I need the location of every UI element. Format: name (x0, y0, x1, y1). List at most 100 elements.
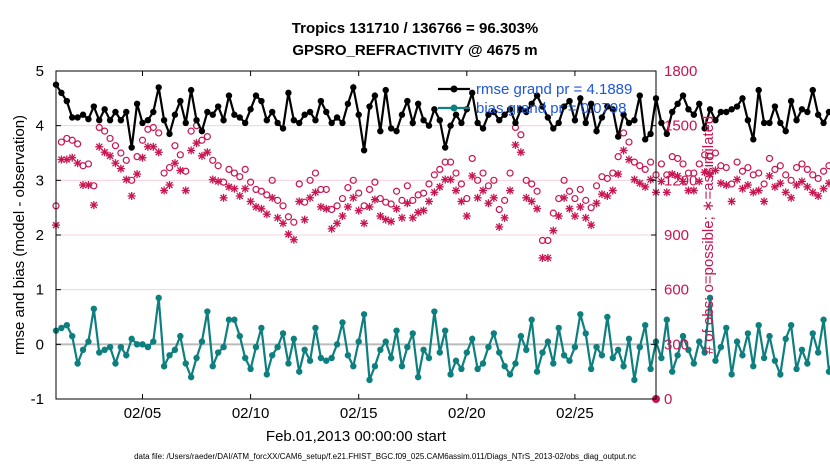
obs-assimilated-point (241, 184, 250, 193)
bias-point (550, 360, 557, 367)
rmse-point (620, 111, 627, 118)
bias-point (101, 346, 108, 353)
obs-assimilated-point (808, 188, 817, 197)
obs-assimilated-point (462, 212, 471, 221)
obs-possible-point (117, 149, 125, 157)
obs-possible-point (679, 160, 687, 168)
obs-possible-point (290, 218, 298, 226)
bias-point (377, 346, 384, 353)
obs-possible-point (338, 194, 347, 203)
obs-assimilated-point (343, 202, 352, 211)
obs-possible-point (230, 169, 238, 177)
axes-ticks: -1 0 1 2 3 4 5 0 300 600 900 1200 1500 1800 02/05 02/10… (31, 63, 698, 422)
obs-possible-point (479, 169, 487, 177)
bias-point (263, 371, 271, 378)
obs-assimilated-point (803, 182, 812, 191)
series-lines (52, 81, 830, 384)
obs-possible-point (544, 236, 552, 245)
obs-possible-point (603, 174, 611, 183)
rmse-point (220, 117, 227, 124)
obs-assimilated-point (527, 197, 536, 206)
rmse-point (760, 119, 768, 127)
bias-point (393, 327, 400, 334)
obs-assimilated-point (657, 177, 666, 186)
rmse-point (409, 119, 416, 127)
bias-point (496, 349, 503, 356)
rmse-point (798, 106, 806, 113)
bias-point (744, 330, 752, 337)
obs-assimilated-point (565, 204, 574, 213)
rmse-point (696, 100, 703, 108)
obs-possible-point (409, 196, 417, 204)
obs-possible-point (706, 153, 714, 161)
rmse-point (701, 125, 708, 132)
bias-point (469, 335, 476, 343)
rmse-point (593, 127, 600, 135)
obs-possible-point (311, 169, 320, 177)
obs-assimilated-point (235, 191, 244, 200)
bias-point (90, 305, 98, 312)
obs-possible-point (371, 178, 379, 186)
obs-assimilated-point (354, 206, 363, 215)
obs-possible-point (387, 200, 395, 208)
bias-point (128, 335, 135, 343)
obs-possible-point (733, 158, 741, 166)
rmse-point (160, 117, 168, 124)
obs-possible-point (522, 176, 530, 184)
rmse-point (133, 100, 141, 108)
rmse-point (550, 125, 557, 132)
bias-point (312, 324, 319, 332)
bias-point (123, 352, 130, 359)
obs-assimilated-point (781, 188, 790, 197)
rmse-point (458, 119, 465, 127)
obs-assimilated-point (452, 186, 460, 195)
obs-possible-point (295, 180, 303, 188)
bias-point (209, 363, 216, 370)
bias-point (674, 352, 681, 359)
obs-assimilated-point (306, 193, 315, 202)
obs-possible-point (625, 138, 633, 146)
rmse-point (447, 122, 454, 129)
obs-possible-point (576, 185, 584, 194)
obs-assimilated-point (641, 182, 650, 191)
rmse-point (474, 119, 481, 127)
obs-possible-point (333, 202, 341, 210)
rmse-point (566, 97, 573, 105)
bias-point (577, 311, 584, 318)
bias-point (452, 357, 460, 364)
obs-possible-point (122, 156, 130, 164)
obs-possible-point (74, 140, 82, 148)
obs-assimilated-point (176, 166, 185, 175)
obs-assimilated-point (365, 202, 374, 211)
y-right-tick-label: 1800 (664, 63, 697, 80)
obs-assimilated-point (706, 170, 715, 179)
obs-assimilated-point (581, 213, 590, 222)
rmse-point (371, 92, 379, 99)
rmse-point (555, 119, 562, 127)
obs-assimilated-point (479, 186, 488, 195)
obs-possible-point (365, 185, 374, 194)
rmse-point (344, 100, 352, 108)
obs-assimilated-point (73, 159, 82, 168)
bias-point (566, 357, 573, 364)
bias-point (755, 322, 762, 329)
bias-point (441, 327, 449, 334)
obs-possible-point (657, 160, 666, 168)
rmse-point (312, 117, 319, 124)
bias-point (782, 335, 789, 343)
bias-point (323, 357, 330, 364)
obs-assimilated-point (181, 186, 190, 195)
obs-possible-point (695, 160, 703, 168)
obs-assimilated-point (549, 226, 558, 235)
obs-possible-point (825, 162, 830, 170)
obs-assimilated-point (489, 193, 498, 202)
rmse-point (814, 111, 822, 118)
rmse-point (101, 106, 108, 113)
obs-assimilated-point (522, 193, 531, 202)
y-right-tick-label: 900 (664, 227, 689, 244)
bias-point (447, 371, 454, 378)
bias-point (458, 365, 465, 373)
obs-possible-point (198, 136, 206, 144)
obs-possible-point (171, 142, 179, 150)
bias-point (479, 360, 487, 367)
